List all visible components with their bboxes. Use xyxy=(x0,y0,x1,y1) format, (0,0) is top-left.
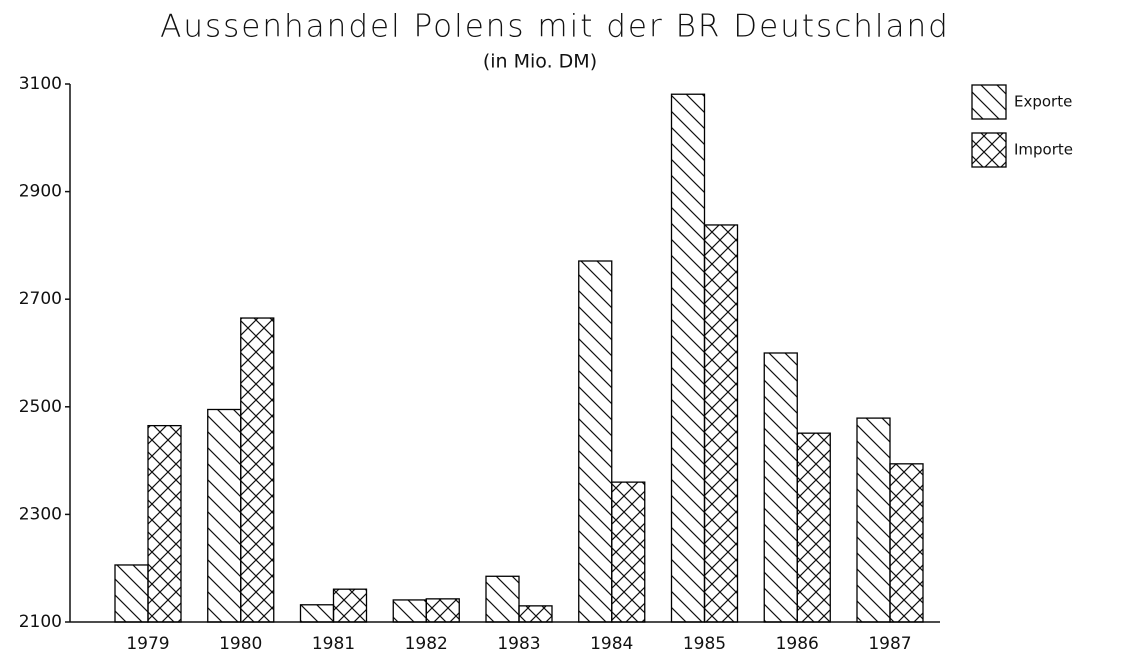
legend-swatch xyxy=(971,84,1007,120)
y-tick-label: 3100 xyxy=(19,74,62,94)
bar xyxy=(207,408,242,623)
bar xyxy=(670,93,706,623)
x-tick-label: 1985 xyxy=(683,634,726,654)
y-tick-label: 2900 xyxy=(19,182,62,202)
bar xyxy=(332,588,368,623)
x-tick-label: 1982 xyxy=(405,634,448,654)
bar xyxy=(578,260,613,623)
x-tick-label: 1986 xyxy=(776,634,819,654)
y-tick-label: 2300 xyxy=(19,504,62,524)
bar xyxy=(703,224,739,623)
bar xyxy=(518,605,553,623)
x-tick-label: 1979 xyxy=(126,634,169,654)
bar xyxy=(299,604,335,623)
bar xyxy=(763,352,798,623)
chart-title: Aussenhandel Polens mit der BR Deutschla… xyxy=(160,9,950,45)
y-tick-label: 2700 xyxy=(19,289,62,309)
bar xyxy=(240,317,275,623)
bar xyxy=(114,564,149,623)
bar xyxy=(796,432,831,623)
chart-subtitle: (in Mio. DM) xyxy=(483,51,597,73)
bar xyxy=(392,599,427,623)
x-tick-label: 1981 xyxy=(312,634,355,654)
bar xyxy=(856,417,891,623)
y-tick-label: 2500 xyxy=(19,397,62,417)
y-tick-label: 2100 xyxy=(19,612,62,632)
bar xyxy=(425,598,460,623)
x-tick-label: 1987 xyxy=(868,634,911,654)
legend-swatch xyxy=(971,132,1007,168)
x-tick-label: 1980 xyxy=(219,634,262,654)
bar xyxy=(611,481,646,623)
bar xyxy=(147,424,182,623)
x-tick-label: 1984 xyxy=(590,634,633,654)
legend-label: Importe xyxy=(1014,141,1073,159)
bar xyxy=(889,463,924,623)
x-tick-label: 1983 xyxy=(497,634,540,654)
legend-label: Exporte xyxy=(1014,93,1072,111)
bar xyxy=(485,575,520,623)
